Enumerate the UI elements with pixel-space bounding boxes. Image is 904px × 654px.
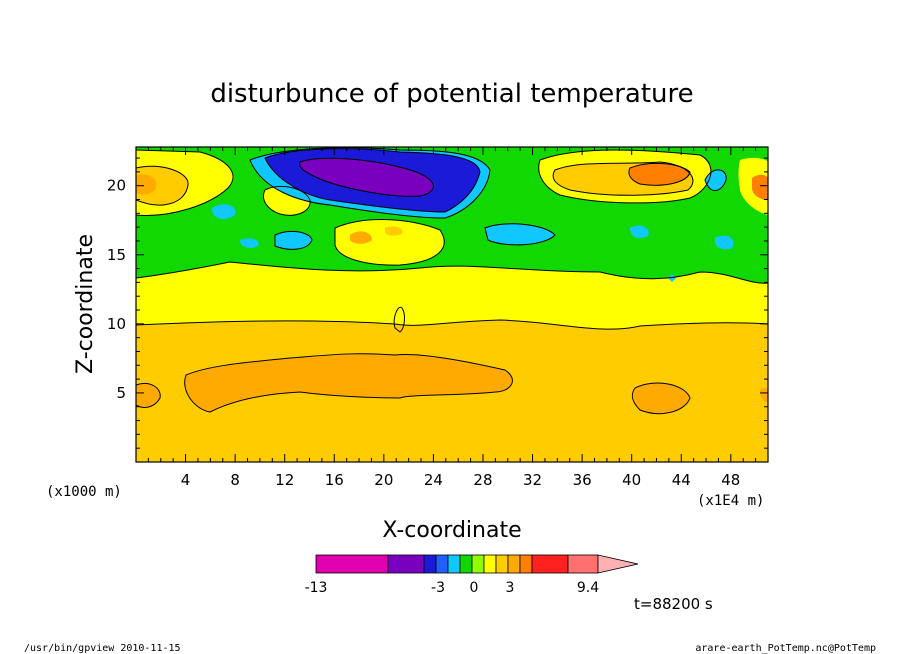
x-tick-label: 40: [622, 471, 641, 489]
colorbar-arrow: [597, 554, 639, 574]
x-tick-label: 16: [325, 471, 344, 489]
colorbar-swatch: [471, 554, 485, 574]
y-tick-label: 20: [107, 177, 126, 195]
colorbar-label: 3: [506, 580, 515, 596]
x-tick-label: 32: [523, 471, 542, 489]
colorbar-swatch: [507, 554, 521, 574]
chart-title: disturbunce of potential temperature: [210, 79, 693, 109]
colorbar-swatch: [459, 554, 473, 574]
x-tick-label: 36: [573, 471, 592, 489]
colorbar-swatch: [447, 554, 461, 574]
contour-field: [136, 147, 768, 462]
x-tick-label: 44: [672, 471, 691, 489]
colorbar-swatch: [435, 554, 449, 574]
colorbar-swatch: [519, 554, 533, 574]
colorbar-swatch: [531, 554, 569, 574]
colorbar-label: -3: [431, 580, 445, 596]
colorbar-swatch: [387, 554, 425, 574]
x-tick-label: 12: [275, 471, 294, 489]
y-tick-label: 5: [116, 384, 126, 402]
colorbar-swatch: [315, 554, 389, 574]
colorbar-label: 9.4: [577, 580, 599, 596]
colorbar-swatch: [483, 554, 497, 574]
y-axis-title: Z-coordinate: [73, 234, 98, 374]
axis-ticks: [136, 147, 769, 462]
y-tick-label: 10: [107, 315, 126, 333]
x-tick-label: 8: [230, 471, 240, 489]
colorbar-swatch: [495, 554, 509, 574]
plot-frame: [135, 146, 769, 463]
x-tick-label: 48: [721, 471, 740, 489]
x-tick-label: 4: [181, 471, 191, 489]
footer-right: arare-earth_PotTemp.nc@PotTemp: [695, 643, 876, 654]
x-unit-right: (x1E4 m): [697, 493, 764, 509]
x-tick-label: 28: [473, 471, 492, 489]
colorbar-swatch: [567, 554, 599, 574]
footer-left: /usr/bin/gpview 2010-11-15: [24, 643, 181, 654]
colorbar-label: -13: [305, 580, 328, 596]
colorbar-label: 0: [470, 580, 479, 596]
colorbar: [315, 554, 639, 574]
x-axis-title: X-coordinate: [382, 518, 521, 543]
y-tick-label: 15: [107, 246, 126, 264]
x-unit-left: (x1000 m): [46, 484, 122, 500]
colorbar-swatch: [423, 554, 437, 574]
x-tick-label: 20: [374, 471, 393, 489]
time-label: t=88200 s: [634, 595, 713, 613]
x-tick-label: 24: [424, 471, 443, 489]
